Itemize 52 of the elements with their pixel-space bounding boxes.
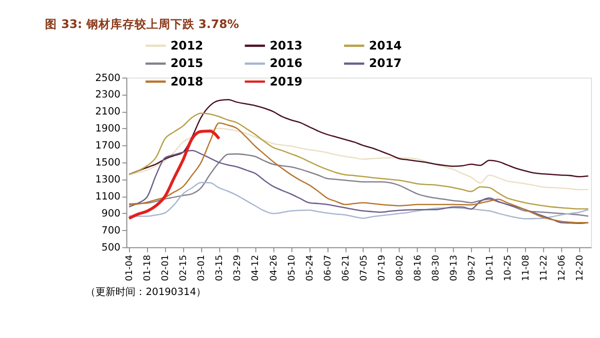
y-tick-label: 900	[102, 208, 120, 220]
x-tick-label: 09-13	[449, 254, 460, 282]
line-series	[128, 128, 589, 190]
legend-label: 2015	[170, 56, 204, 70]
y-tick-label: 700	[102, 225, 120, 236]
line-series	[128, 130, 221, 220]
x-tick-label: 09-27	[467, 254, 478, 282]
legend-label: 2019	[270, 74, 302, 88]
x-tick-label: 12-06	[557, 254, 568, 282]
x-tick-label: 07-19	[377, 254, 388, 282]
y-tick-label: 1300	[95, 174, 120, 186]
x-tick-label: 11-08	[521, 254, 532, 282]
line-series	[128, 112, 589, 210]
x-tick-label: 08-02	[395, 254, 406, 282]
x-tick-label: 06-07	[323, 254, 334, 282]
legend-label: 2014	[369, 38, 402, 52]
legend-label: 2018	[170, 74, 204, 88]
line-series	[128, 122, 589, 224]
x-tick-label: 05-10	[287, 254, 298, 282]
x-tick-label: 06-21	[341, 254, 352, 282]
legend-label: 2016	[270, 56, 302, 70]
x-tick-label: 03-29	[233, 254, 244, 282]
text: （更新时间：20190314）	[86, 286, 206, 298]
x-tick-label: 12-20	[575, 254, 586, 282]
legend-label: 2012	[170, 38, 204, 52]
x-tick-label: 10-11	[485, 254, 496, 282]
y-tick-label: 2500	[95, 72, 120, 84]
x-tick-label: 10-25	[503, 254, 514, 282]
x-tick-label: 11-22	[539, 254, 550, 282]
legend-label: 2017	[369, 56, 402, 70]
x-tick-label: 08-30	[431, 254, 442, 282]
y-tick-label: 2300	[95, 90, 120, 101]
y-tick-label: 2100	[95, 106, 120, 118]
y-tick-label: 1100	[95, 191, 120, 202]
x-tick-label: 08-16	[413, 254, 424, 282]
legend-label: 2013	[270, 38, 302, 52]
x-tick-label: 03-01	[197, 254, 208, 282]
y-tick-label: 1700	[95, 140, 120, 152]
chart-title: 图 33: 钢材库存较上周下跌 3.78%	[45, 16, 240, 31]
line-series	[128, 182, 589, 220]
x-tick-label: 04-26	[269, 254, 280, 282]
y-tick-label: 1900	[95, 124, 120, 135]
x-tick-label: 02-15	[179, 254, 190, 282]
x-tick-label: 01-18	[143, 254, 154, 282]
x-tick-label: 04-12	[251, 254, 262, 282]
x-tick-label: 05-24	[305, 254, 316, 282]
y-tick-label: 500	[102, 242, 120, 254]
x-tick-label: 02-01	[161, 254, 172, 282]
x-tick-label: 01-04	[125, 254, 136, 282]
x-tick-label: 07-05	[359, 254, 370, 282]
y-tick-label: 1500	[95, 158, 120, 169]
x-tick-label: 03-15	[215, 254, 226, 282]
